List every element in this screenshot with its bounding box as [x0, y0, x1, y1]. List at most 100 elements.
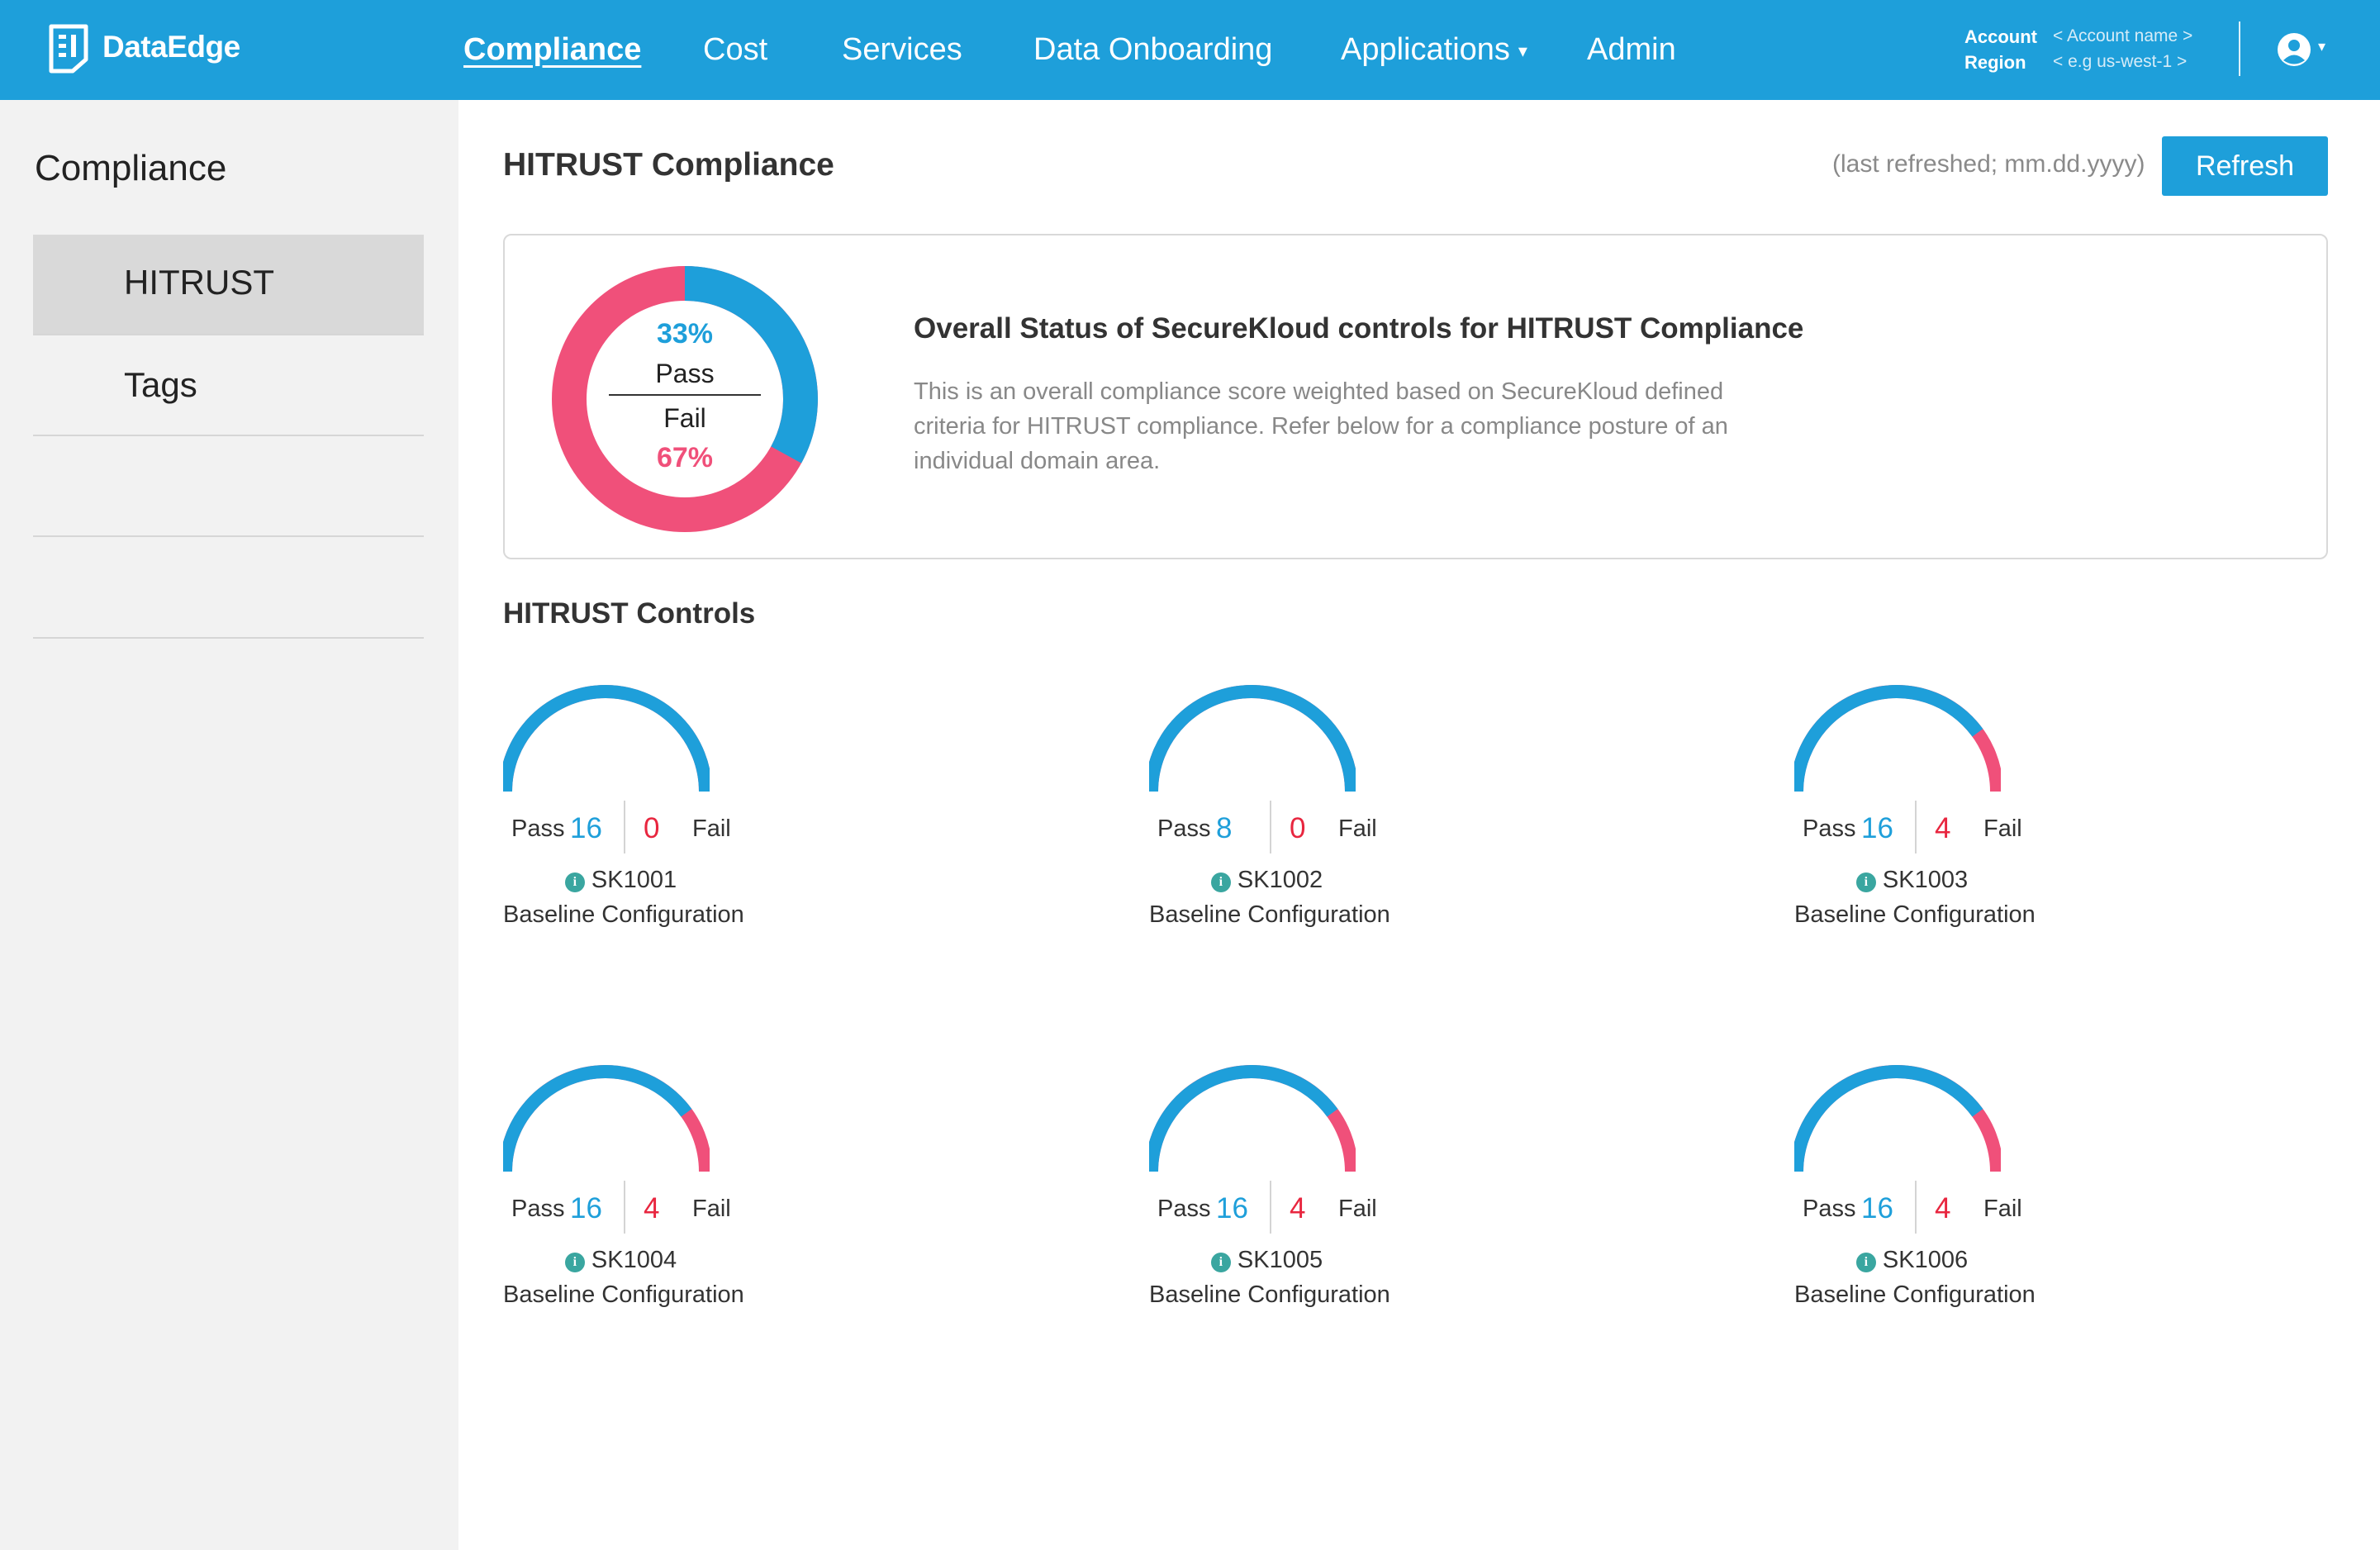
header-divider [2239, 21, 2240, 76]
control-id-text: SK1001 [591, 867, 677, 893]
gauge-pass-arc [503, 685, 710, 792]
nav-applications[interactable]: Applications ▾ [1341, 31, 1527, 72]
control-gauge [1794, 1065, 2001, 1172]
fail-label: Fail [1983, 1196, 2022, 1222]
gauge-fail-arc [1149, 685, 1356, 792]
pass-label: Pass [511, 815, 565, 842]
fail-count: 4 [1935, 812, 1951, 844]
donut-divider [609, 394, 761, 396]
control-card[interactable]: Pass 16 4 Fail i SK1005 Baseline Configuration [1149, 1060, 1422, 1333]
info-icon[interactable]: i [1210, 1253, 1231, 1272]
gauge-pass-arc [1149, 1065, 1338, 1172]
pass-count: 16 [1216, 1192, 1248, 1224]
sidebar: Compliance HITRUST Tags [0, 100, 458, 1550]
gauge-pass-arc [503, 1065, 692, 1172]
control-id[interactable]: i SK1002 [1149, 867, 1385, 894]
info-icon[interactable]: i [564, 1253, 585, 1272]
control-card[interactable]: Pass 16 0 Fail i SK1001 Baseline Configuration [503, 680, 776, 953]
stat-divider [1915, 1181, 1917, 1234]
account-selector[interactable]: < Account name > [2053, 26, 2193, 45]
control-card[interactable]: Pass 8 0 Fail i SK1002 Baseline Configuration [1149, 680, 1422, 953]
control-id[interactable]: i SK1001 [503, 867, 739, 894]
info-icon[interactable]: i [564, 872, 585, 892]
gauge-fail-arc [503, 685, 710, 792]
page-title: HITRUST Compliance [503, 147, 834, 183]
control-stats: Pass 16 0 Fail [511, 801, 731, 853]
gauge-fail-arc [1149, 1065, 1356, 1172]
control-name: Baseline Configuration [1794, 1281, 2036, 1308]
nav-admin[interactable]: Admin [1587, 32, 1676, 67]
fail-count: 4 [644, 1192, 660, 1224]
sidebar-item-hitrust[interactable]: HITRUST [33, 235, 424, 335]
nav-compliance[interactable]: Compliance [463, 32, 642, 67]
control-name: Baseline Configuration [503, 901, 744, 928]
stat-divider [624, 1181, 625, 1234]
control-id[interactable]: i SK1006 [1794, 1247, 2030, 1274]
control-card[interactable]: Pass 16 4 Fail i SK1003 Baseline Configuration [1794, 680, 2067, 953]
control-card[interactable]: Pass 16 4 Fail i SK1004 Baseline Configuration [503, 1060, 776, 1333]
fail-label: Fail [692, 1196, 731, 1222]
nav-services[interactable]: Services [842, 32, 962, 67]
control-stats: Pass 8 0 Fail [1157, 801, 1377, 853]
control-name: Baseline Configuration [1149, 1281, 1390, 1308]
pass-label: Pass [1803, 1196, 1856, 1222]
control-name: Baseline Configuration [503, 1281, 744, 1308]
control-name: Baseline Configuration [1794, 901, 2036, 928]
account-label: Account [1964, 26, 2037, 47]
control-gauge [1149, 685, 1356, 792]
nav-data-onboarding[interactable]: Data Onboarding [1033, 32, 1273, 67]
pass-count: 16 [1861, 812, 1893, 844]
pass-count: 8 [1216, 812, 1233, 844]
info-icon[interactable]: i [1855, 1253, 1876, 1272]
gauge-fail-arc [1794, 685, 2001, 792]
pass-label: Pass [511, 1196, 565, 1222]
pass-count: 16 [1861, 1192, 1893, 1224]
pass-count: 16 [570, 812, 602, 844]
sidebar-item-tags[interactable]: Tags [33, 335, 424, 436]
refresh-button[interactable]: Refresh [2162, 136, 2328, 196]
gauge-fail-arc [1794, 1065, 2001, 1172]
control-id-text: SK1003 [1882, 867, 1969, 893]
overall-pass-label: Pass [655, 359, 715, 388]
user-circle-icon[interactable] [2276, 31, 2312, 68]
control-id[interactable]: i SK1004 [503, 1247, 739, 1274]
control-card[interactable]: Pass 16 4 Fail i SK1006 Baseline Configuration [1794, 1060, 2067, 1333]
pass-count: 16 [570, 1192, 602, 1224]
fail-count: 0 [1290, 812, 1306, 844]
sidebar-item-empty[interactable] [33, 436, 424, 537]
sidebar-item-label: Tags [124, 365, 197, 404]
control-id[interactable]: i SK1003 [1794, 867, 2030, 894]
stat-divider [1915, 801, 1917, 853]
nav-applications-label: Applications [1341, 32, 1510, 67]
overall-fail-percent: 67% [656, 442, 714, 473]
control-stats: Pass 16 4 Fail [1803, 1181, 2022, 1234]
fail-label: Fail [1983, 815, 2022, 842]
donut-pass-segment [684, 266, 818, 464]
chevron-down-icon: ▾ [1518, 40, 1527, 61]
pass-label: Pass [1803, 815, 1856, 842]
dataedge-logo-icon[interactable] [48, 23, 89, 74]
sidebar-title: Compliance [35, 148, 227, 188]
control-gauge [503, 1065, 710, 1172]
overall-donut-chart [552, 266, 818, 532]
control-id[interactable]: i SK1005 [1149, 1247, 1385, 1274]
info-icon[interactable]: i [1210, 872, 1231, 892]
region-selector[interactable]: < e.g us-west-1 > [2053, 52, 2188, 71]
overall-fail-label: Fail [663, 403, 706, 433]
control-id-text: SK1004 [591, 1247, 677, 1273]
control-id-text: SK1005 [1237, 1247, 1323, 1273]
fail-label: Fail [692, 815, 731, 842]
control-id-text: SK1002 [1237, 867, 1323, 893]
last-refreshed-text: (last refreshed; mm.dd.yyyy) [1832, 150, 2145, 178]
controls-section-title: HITRUST Controls [503, 597, 756, 630]
sidebar-item-empty[interactable] [33, 538, 424, 639]
brand-name[interactable]: DataEdge [102, 30, 240, 64]
info-icon[interactable]: i [1855, 872, 1876, 892]
fail-count: 0 [644, 812, 660, 844]
top-nav-bar: DataEdge Compliance Cost Services Data O… [0, 0, 2380, 100]
control-gauge [1794, 685, 2001, 792]
nav-cost[interactable]: Cost [703, 32, 768, 67]
stat-divider [1270, 1181, 1271, 1234]
fail-count: 4 [1290, 1192, 1306, 1224]
user-menu-caret-icon[interactable]: ▾ [2318, 38, 2326, 55]
